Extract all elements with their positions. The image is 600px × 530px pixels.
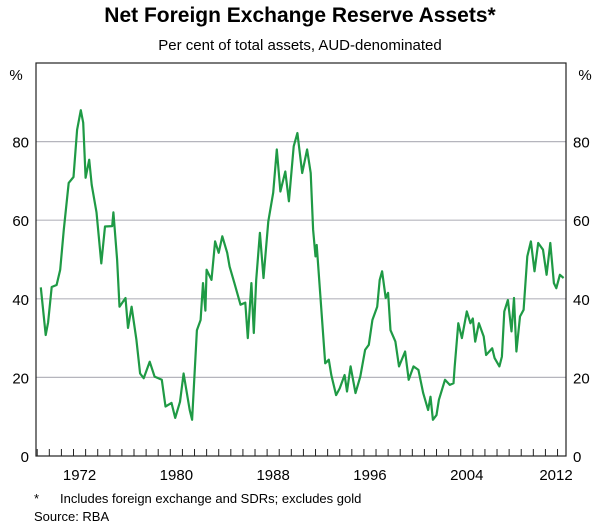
series-line [39, 109, 565, 421]
tick-labels: 0 0 20 20 40 40 60 60 80 80 1972 1980 1988 1996 2004 20… [12, 135, 589, 484]
y-tick-label-left: 20 [12, 370, 29, 387]
x-tick-label: 1972 [63, 467, 96, 484]
x-tick-label: 2012 [539, 467, 572, 484]
footnote: * Includes foreign exchange and SDRs; exc… [34, 491, 361, 506]
y-tick-label-left: 40 [12, 292, 29, 309]
plot-frame [35, 62, 567, 457]
x-tick-label: 1996 [353, 467, 386, 484]
chart-subtitle: Per cent of total assets, AUD-denominate… [158, 37, 442, 54]
chart-title: Net Foreign Exchange Reserve Assets* [104, 4, 496, 27]
y-unit-right: % [578, 67, 591, 84]
x-tick-label: 1988 [256, 467, 289, 484]
footnote-text: Includes foreign exchange and SDRs; excl… [60, 491, 362, 506]
y-tick-label-right: 20 [573, 370, 590, 387]
footnote-marker: * [34, 491, 40, 506]
y-tick-label-right: 40 [573, 292, 590, 309]
x-tick-label: 2004 [450, 467, 483, 484]
axis-ticks [36, 449, 559, 456]
source-note: Source: RBA [34, 509, 110, 524]
y-unit-left: % [9, 67, 22, 84]
y-tick-label-right: 80 [573, 135, 590, 152]
y-tick-label-right: 60 [573, 213, 590, 230]
y-tick-label-left: 0 [21, 449, 29, 466]
y-tick-label-left: 60 [12, 213, 29, 230]
gridlines [36, 141, 566, 378]
y-tick-label-left: 80 [12, 135, 29, 152]
y-tick-label-right: 0 [573, 449, 581, 466]
x-tick-label: 1980 [160, 467, 193, 484]
